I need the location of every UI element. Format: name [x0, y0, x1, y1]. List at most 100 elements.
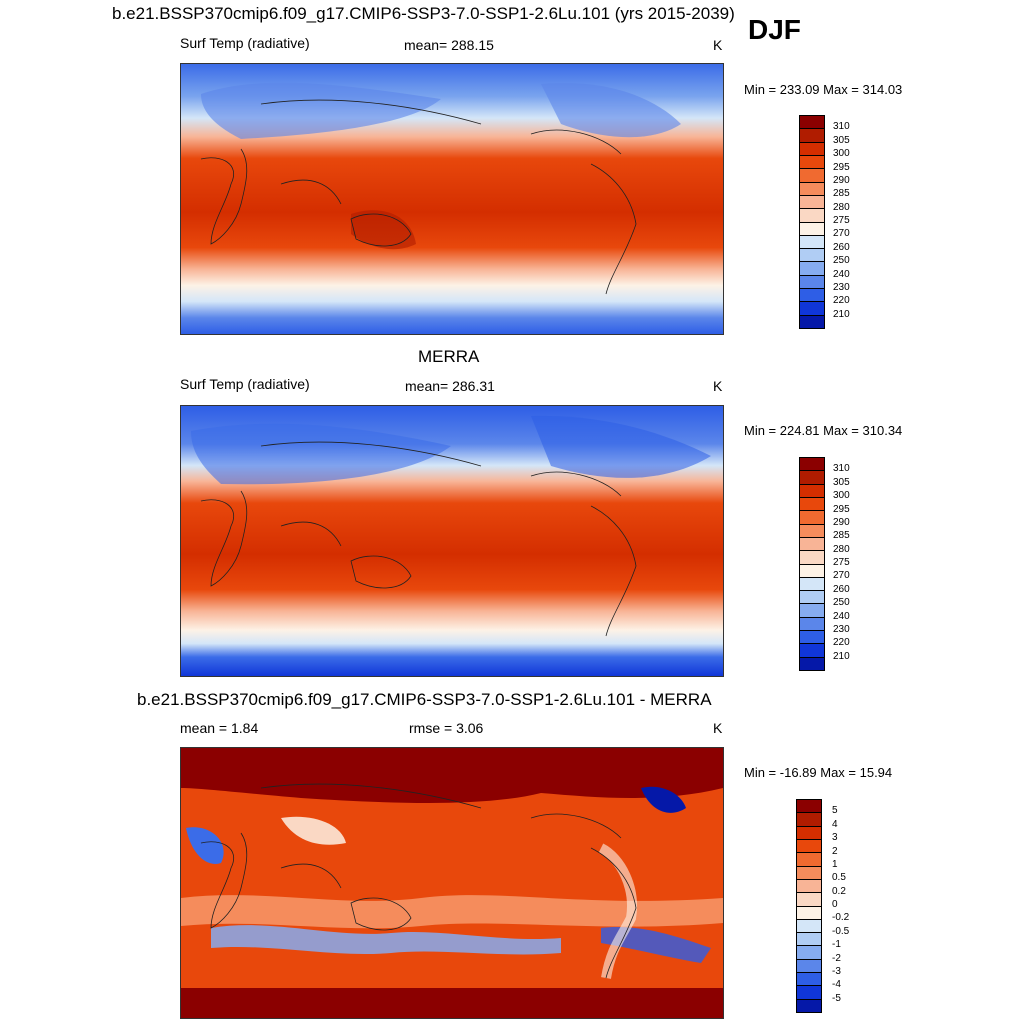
colorbar-tick-label: -3: [832, 965, 841, 977]
colorbar-swatch: [800, 617, 824, 632]
colorbar-tick-label: 290: [833, 516, 850, 528]
colorbar-swatch: [797, 839, 821, 854]
panel2-units-label: K: [713, 378, 723, 394]
colorbar-swatch: [800, 195, 824, 210]
colorbar-swatch: [800, 591, 824, 605]
colorbar-tick-label: 5: [832, 805, 838, 817]
colorbar-tick-label: 4: [832, 818, 838, 830]
colorbar-tick-label: 285: [833, 530, 850, 542]
panel1-colorbar: [799, 115, 825, 329]
panel3-colorbar: [796, 799, 822, 1013]
colorbar-tick-label: 250: [833, 597, 850, 609]
colorbar-swatch: [797, 853, 821, 867]
colorbar-tick-label: 310: [833, 463, 850, 475]
panel3-map: [180, 747, 724, 1019]
colorbar-swatch: [800, 564, 824, 578]
colorbar-swatch: [800, 235, 824, 250]
colorbar-tick-label: 240: [833, 610, 850, 622]
colorbar-swatch: [800, 275, 824, 290]
colorbar-swatch: [800, 249, 824, 263]
colorbar-swatch: [797, 879, 821, 894]
colorbar-tick-label: -0.5: [832, 925, 850, 937]
colorbar-tick-label: -2: [832, 952, 841, 964]
colorbar-swatch: [800, 644, 824, 658]
panel3-minmax: Min = -16.89 Max = 15.94: [744, 765, 893, 780]
colorbar-swatch: [797, 906, 821, 920]
panel3-rmse-label: rmse = 3.06: [409, 720, 484, 736]
panel1-minmax: Min = 233.09 Max = 314.03: [744, 82, 903, 97]
colorbar-tick-label: 290: [833, 174, 850, 186]
colorbar-tick-label: 260: [833, 583, 850, 595]
colorbar-swatch: [800, 169, 824, 183]
colorbar-tick-label: 310: [833, 121, 850, 133]
panel1-title: b.e21.BSSP370cmip6.f09_g17.CMIP6-SSP3-7.…: [112, 4, 735, 23]
colorbar-swatch: [800, 604, 824, 618]
colorbar-tick-label: 280: [833, 543, 850, 555]
colorbar-tick-label: -1: [832, 939, 841, 951]
panel2-mean-label: mean= 286.31: [405, 378, 495, 394]
colorbar-tick-label: 210: [833, 308, 850, 320]
colorbar-tick-label: 2: [832, 845, 838, 857]
colorbar-swatch: [800, 222, 824, 236]
panel1-map: [180, 63, 724, 335]
colorbar-tick-label: -5: [832, 992, 841, 1004]
colorbar-swatch: [800, 142, 824, 156]
panel3-title: b.e21.BSSP370cmip6.f09_g17.CMIP6-SSP3-7.…: [137, 690, 712, 709]
panel3-units-label: K: [713, 720, 723, 736]
colorbar-swatch: [797, 999, 821, 1012]
colorbar-swatch: [800, 209, 824, 223]
panel1-variable-label: Surf Temp (radiative): [180, 35, 310, 51]
colorbar-swatch: [800, 537, 824, 552]
colorbar-tick-label: 275: [833, 557, 850, 568]
colorbar-tick-label: 270: [833, 570, 850, 582]
colorbar-swatch: [800, 631, 824, 645]
colorbar-tick-label: 280: [833, 201, 850, 213]
colorbar-swatch: [797, 800, 821, 814]
colorbar-tick-label: 1: [832, 858, 838, 870]
panel2-title: MERRA: [418, 347, 480, 366]
colorbar-tick-label: 305: [833, 134, 850, 146]
colorbar-swatch: [800, 511, 824, 525]
colorbar-tick-label: 295: [833, 161, 850, 173]
panel1-units-label: K: [713, 37, 723, 53]
colorbar-swatch: [800, 458, 824, 472]
season-label: DJF: [748, 14, 801, 45]
colorbar-tick-label: 275: [833, 215, 850, 226]
colorbar-swatch: [800, 116, 824, 130]
colorbar-tick-label: -0.2: [832, 912, 850, 924]
colorbar-swatch: [797, 933, 821, 947]
panel2-map: [180, 405, 724, 677]
colorbar-swatch: [800, 657, 824, 670]
colorbar-swatch: [797, 959, 821, 974]
colorbar-swatch: [800, 497, 824, 512]
panel1-mean-label: mean= 288.15: [404, 37, 494, 53]
colorbar-tick-label: 0.5: [832, 872, 846, 884]
colorbar-swatch: [800, 551, 824, 565]
colorbar-swatch: [797, 826, 821, 840]
colorbar-swatch: [797, 813, 821, 827]
colorbar-tick-label: 260: [833, 241, 850, 253]
colorbar-tick-label: 3: [832, 832, 838, 844]
colorbar-swatch: [797, 866, 821, 880]
colorbar-swatch: [800, 577, 824, 592]
colorbar-swatch: [800, 182, 824, 196]
colorbar-swatch: [800, 262, 824, 276]
colorbar-swatch: [797, 893, 821, 907]
colorbar-tick-label: 230: [833, 281, 850, 293]
colorbar-tick-label: 0.2: [832, 885, 846, 897]
colorbar-swatch: [800, 484, 824, 498]
colorbar-tick-label: 300: [833, 148, 850, 160]
panel2-colorbar: [799, 457, 825, 671]
colorbar-tick-label: 230: [833, 623, 850, 635]
colorbar-tick-label: 240: [833, 268, 850, 280]
colorbar-swatch: [800, 471, 824, 485]
colorbar-swatch: [797, 986, 821, 1000]
colorbar-tick-label: 210: [833, 650, 850, 662]
panel2-variable-label: Surf Temp (radiative): [180, 376, 310, 392]
panel2-minmax: Min = 224.81 Max = 310.34: [744, 423, 903, 438]
colorbar-tick-label: 250: [833, 255, 850, 267]
colorbar-tick-label: 220: [833, 637, 850, 649]
colorbar-swatch: [797, 973, 821, 987]
panel3-mean-label: mean = 1.84: [180, 720, 259, 736]
colorbar-tick-label: 285: [833, 188, 850, 200]
